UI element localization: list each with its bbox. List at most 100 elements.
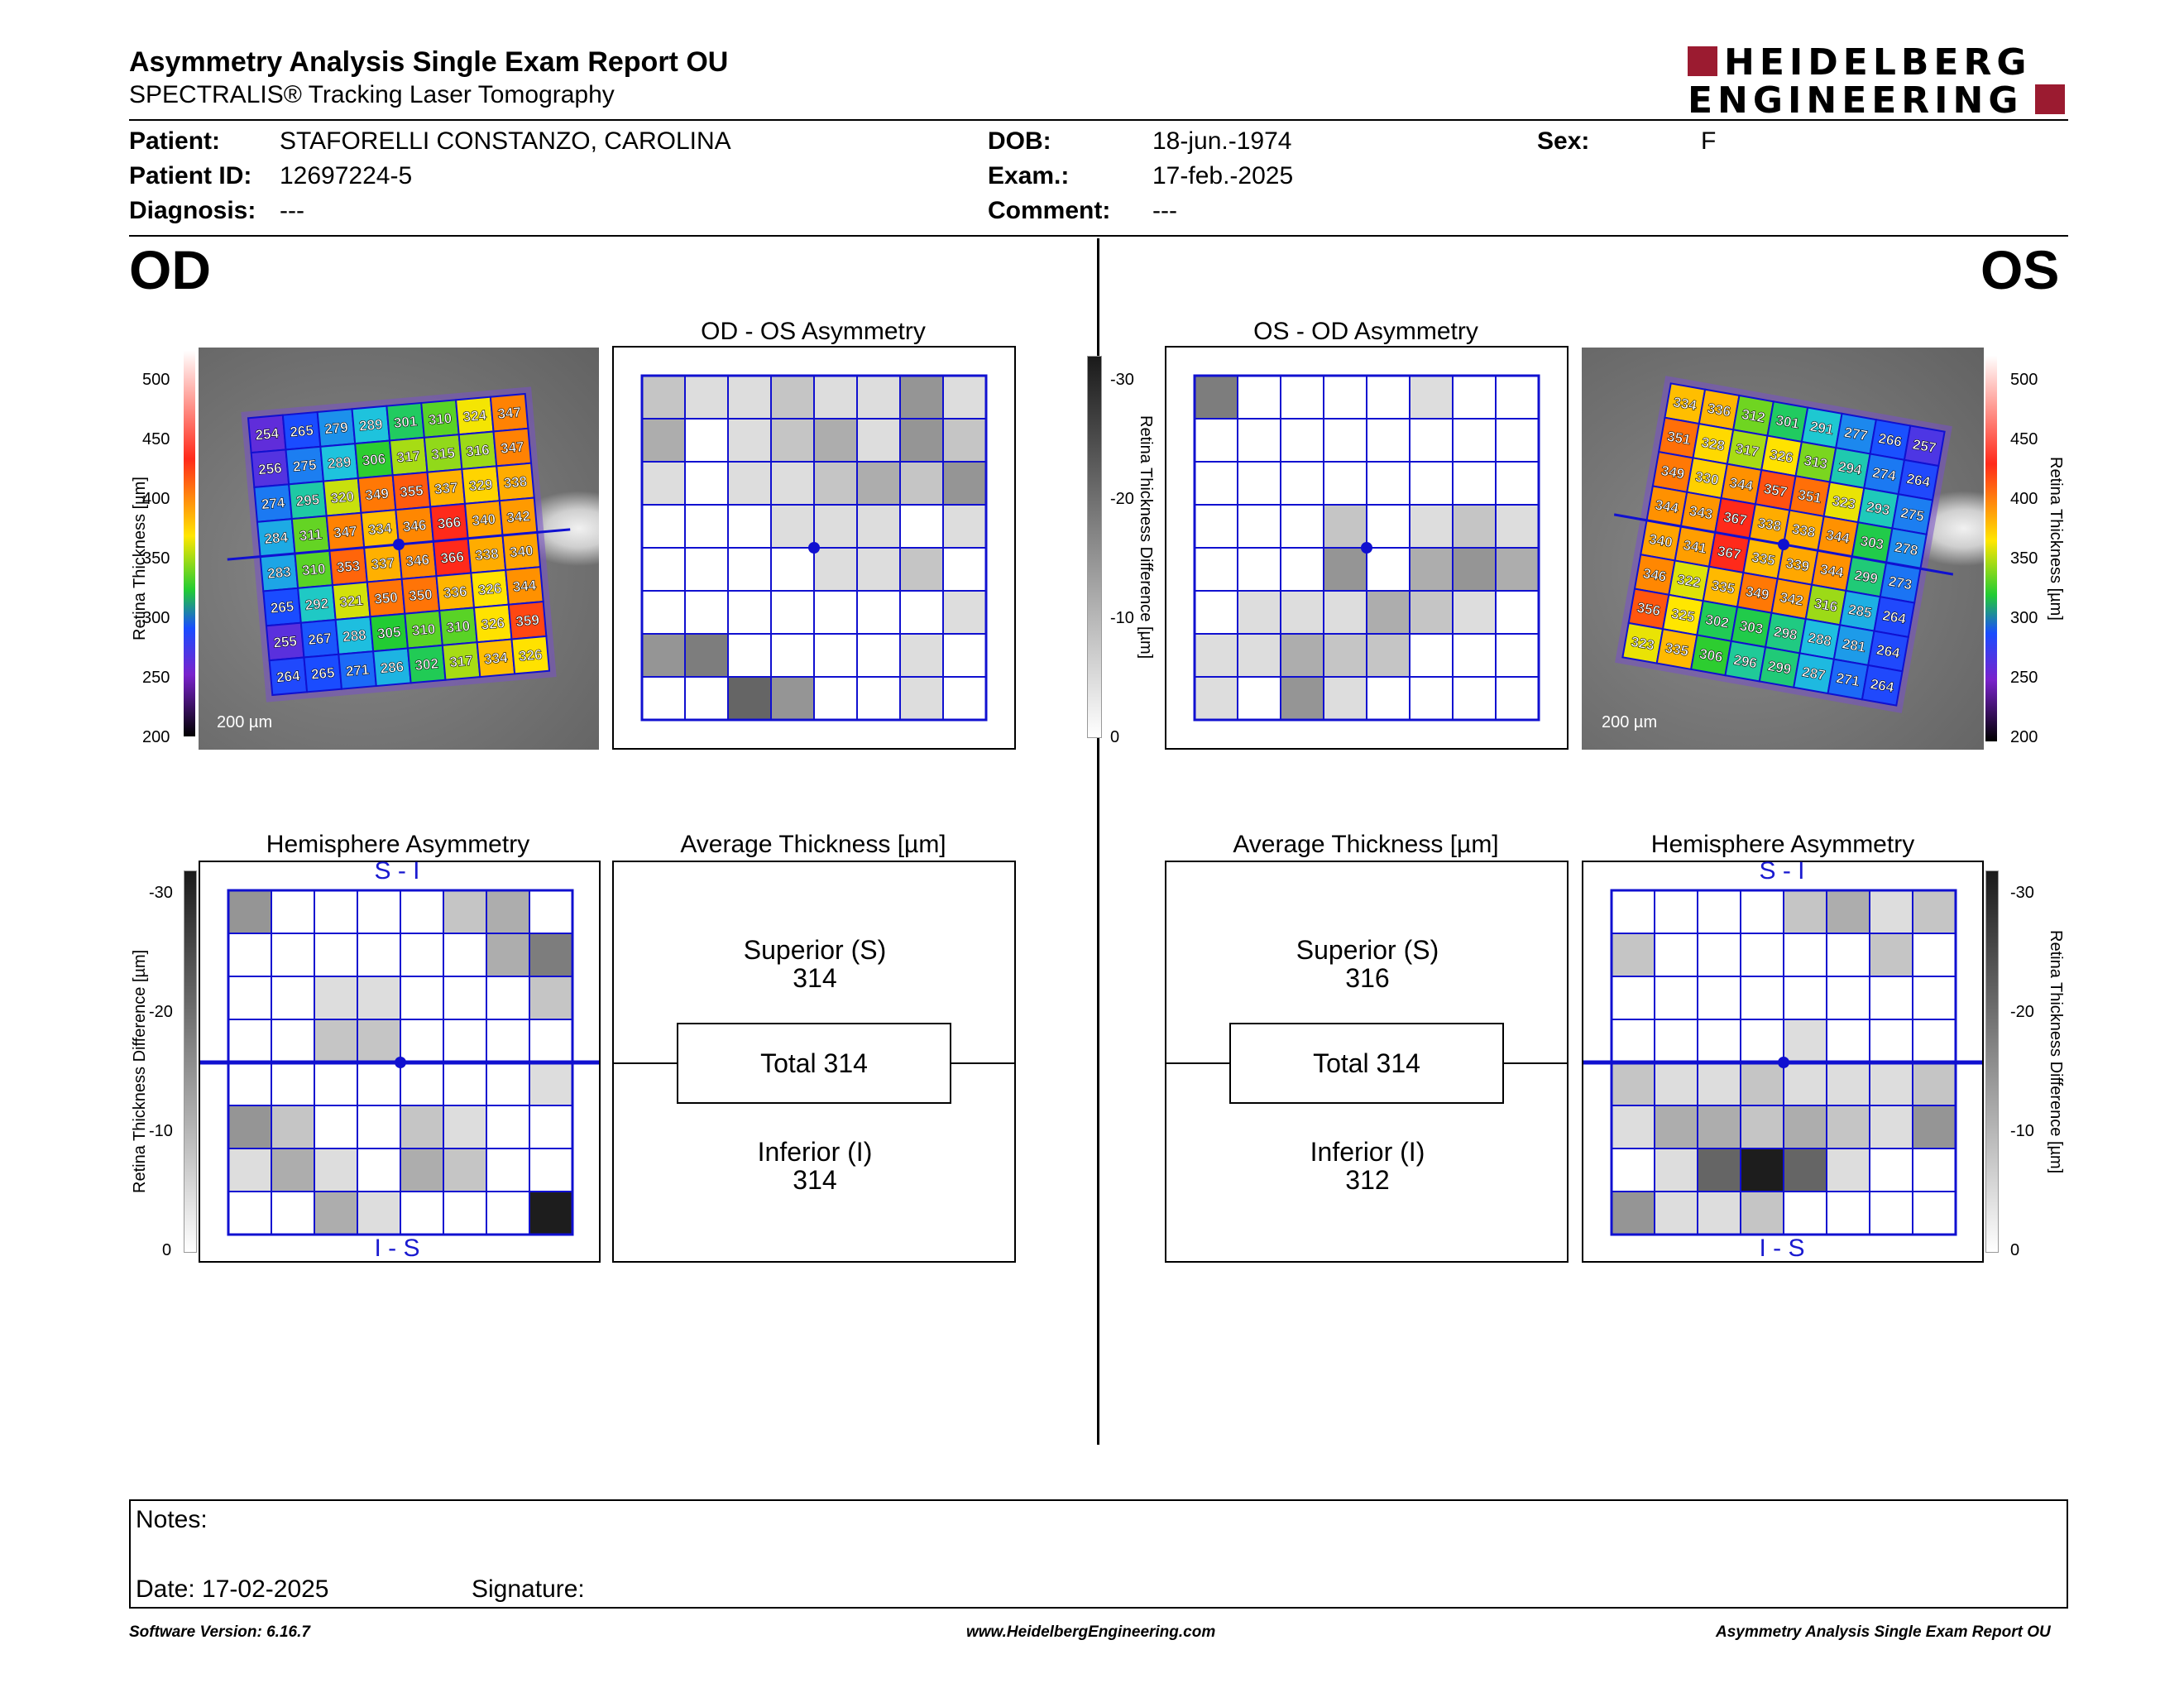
- grid-cell: [684, 633, 729, 678]
- grid-cell: [443, 976, 487, 1020]
- thickness-value: 275: [292, 457, 317, 474]
- od-thick-tick-350: 350: [142, 549, 170, 568]
- thickness-value: 279: [324, 420, 349, 437]
- grid-cell: [1409, 633, 1454, 678]
- thickness-value: 291: [1808, 419, 1834, 439]
- grid-cell: [1912, 1105, 1956, 1149]
- os-eye-label: OS: [1980, 239, 2060, 300]
- grid-cell: [856, 461, 901, 506]
- grid-cell: [770, 375, 815, 420]
- grid-cell: [727, 676, 772, 721]
- fovea-dot: [1778, 1057, 1789, 1068]
- notes-box[interactable]: Notes: Date: 17-02-2025 Signature:: [129, 1499, 2068, 1609]
- os-inferior-value: 312: [1345, 1165, 1390, 1195]
- grid-cell: [1366, 633, 1410, 678]
- grid-cell: [228, 1105, 272, 1149]
- grid-cell: [1323, 633, 1367, 678]
- thickness-value: 317: [396, 448, 421, 465]
- thickness-value: 310: [301, 561, 326, 578]
- thickness-value: 347: [333, 523, 357, 540]
- grid-cell: [1869, 890, 1913, 934]
- od-hemi-tick-30: -30: [149, 884, 173, 902]
- grid-cell: [1869, 933, 1913, 977]
- grid-cell: [1452, 418, 1497, 463]
- grid-cell: [856, 418, 901, 463]
- grid-cell: [1366, 590, 1410, 635]
- thickness-value: 336: [443, 583, 467, 601]
- grid-cell: [727, 590, 772, 635]
- grid-cell: [357, 933, 401, 977]
- grid-cell: [899, 375, 944, 420]
- grid-cell: [271, 890, 315, 934]
- thickness-value: 265: [310, 664, 335, 682]
- grid-cell: [899, 461, 944, 506]
- grid-cell: [314, 890, 358, 934]
- grid-cell: [1495, 547, 1540, 592]
- grid-cell: [1409, 504, 1454, 549]
- grid-cell: [856, 633, 901, 678]
- os-hemi-tick-20: -20: [2010, 1003, 2034, 1021]
- grid-cell: [1654, 1191, 1698, 1235]
- thickness-value: 277: [1843, 424, 1869, 444]
- grid-cell: [1409, 590, 1454, 635]
- thickness-value: 326: [481, 615, 505, 632]
- grid-cell: [899, 633, 944, 678]
- grid-cell: [1654, 1148, 1698, 1192]
- grid-cell: [1366, 504, 1410, 549]
- os-hemi-panel: [1582, 861, 1984, 1263]
- thickness-value: 344: [1654, 496, 1680, 516]
- thickness-value: 366: [437, 514, 462, 531]
- grid-cell: [641, 676, 686, 721]
- grid-cell: [529, 1019, 573, 1063]
- thickness-value: 349: [1660, 463, 1685, 482]
- exam-label: Exam.:: [988, 162, 1070, 189]
- od-eye-label: OD: [129, 239, 211, 300]
- od-superior-value: 314: [793, 963, 837, 993]
- website-link[interactable]: www.HeidelbergEngineering.com: [966, 1623, 1216, 1641]
- grid-cell: [228, 1191, 272, 1235]
- grid-cell: [1611, 1105, 1655, 1149]
- os-superior-label: Superior (S): [1296, 935, 1439, 965]
- grid-cell: [228, 976, 272, 1020]
- grid-cell: [400, 1062, 444, 1106]
- grid-cell: [1452, 461, 1497, 506]
- thickness-value: 359: [515, 612, 540, 630]
- grid-cell: [1826, 1148, 1870, 1192]
- dob-value: 18-jun.-1974: [1152, 127, 1292, 155]
- grid-cell: [1452, 676, 1497, 721]
- grid-cell: [1869, 976, 1913, 1020]
- grid-cell: [770, 461, 815, 506]
- grid-cell: [1611, 933, 1655, 977]
- grid-cell: [443, 1019, 487, 1063]
- grid-cell: [684, 461, 729, 506]
- thickness-value: 335: [1664, 640, 1689, 659]
- thickness-value: 346: [405, 552, 430, 569]
- patient-label: Patient:: [129, 127, 221, 155]
- grid-cell: [1654, 933, 1698, 977]
- grid-cell: [1280, 547, 1324, 592]
- grid-cell: [1237, 375, 1281, 420]
- grid-cell: [400, 976, 444, 1020]
- grid-cell: [641, 504, 686, 549]
- grid-cell: [486, 1062, 530, 1106]
- mid-diff-tick-10: -10: [1110, 609, 1134, 627]
- thickness-value: 340: [509, 543, 534, 560]
- grid-cell: [271, 1062, 315, 1106]
- grid-border: [1193, 374, 1540, 722]
- thickness-value: 306: [1698, 646, 1724, 666]
- od-hemi-colorbar: [184, 870, 197, 1253]
- grid-cell: [813, 504, 858, 549]
- grid-cell: [271, 1191, 315, 1235]
- grid-cell: [641, 418, 686, 463]
- od-superior-label: Superior (S): [743, 935, 887, 965]
- patient-id-label: Patient ID:: [129, 162, 252, 189]
- grid-cell: [684, 590, 729, 635]
- thickness-value: 323: [1831, 493, 1856, 513]
- od-inferior-label: Inferior (I): [757, 1137, 873, 1167]
- thickness-value: 301: [1774, 412, 1800, 432]
- grid-cell: [1826, 933, 1870, 977]
- thickness-value: 349: [365, 486, 390, 503]
- od-avg-title: Average Thickness [µm]: [680, 831, 946, 858]
- grid-cell: [641, 633, 686, 678]
